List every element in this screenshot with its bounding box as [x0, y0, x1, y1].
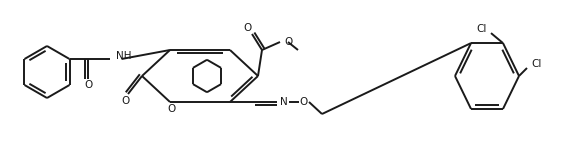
Text: O: O — [284, 37, 292, 47]
Text: O: O — [122, 96, 130, 106]
Text: O: O — [84, 80, 93, 90]
Text: O: O — [300, 97, 308, 107]
Text: O: O — [168, 104, 176, 114]
Text: O: O — [244, 23, 252, 33]
Text: NH: NH — [116, 51, 131, 61]
Text: Cl: Cl — [531, 59, 542, 69]
Text: N: N — [280, 97, 288, 107]
Text: Cl: Cl — [477, 24, 487, 34]
